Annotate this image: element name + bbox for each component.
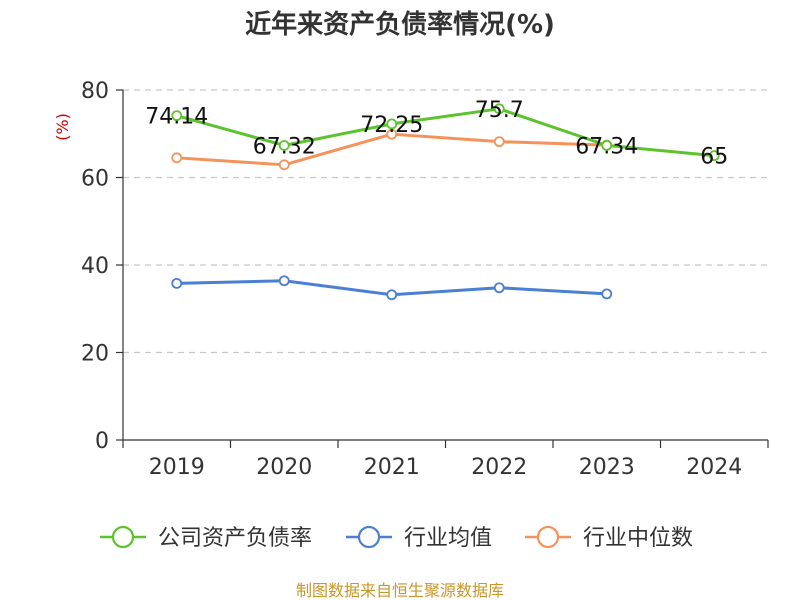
data-point [493, 282, 505, 294]
data-labels: 74.14 67.32 72.25 75.7 67.34 65 [145, 98, 728, 170]
data-label: 67.34 [575, 134, 638, 159]
data-point [171, 277, 183, 289]
series-1 [171, 103, 720, 162]
grid-lines [123, 89, 768, 354]
legend-label: 行业均值 [404, 526, 492, 551]
data-point [493, 103, 505, 115]
data-point [386, 289, 398, 301]
y-tick-label: 40 [81, 254, 109, 279]
x-tick-label: 2019 [149, 455, 205, 480]
data-label: 74.14 [145, 105, 208, 130]
x-tick-label: 2024 [686, 455, 742, 480]
x-tick-label: 2023 [579, 455, 635, 480]
data-point [601, 139, 613, 151]
data-point [601, 288, 613, 300]
y-tick-label: 60 [81, 167, 109, 192]
legend-swatch-marker [357, 525, 381, 549]
y-tick-label: 80 [81, 79, 109, 104]
y-tick-label: 20 [81, 342, 109, 367]
y-axis-label: (%) [53, 113, 72, 141]
data-point [171, 110, 183, 122]
data-point [278, 275, 290, 287]
data-label: 65 [700, 145, 728, 170]
data-point [278, 140, 290, 151]
data-point [493, 136, 505, 148]
series-lines [171, 103, 720, 301]
data-label: 75.7 [475, 98, 524, 123]
series-line [175, 107, 716, 158]
legend-item-3: 行业中位数 [525, 525, 693, 551]
y-tick-label: 0 [95, 429, 109, 454]
series-2 [171, 275, 613, 301]
data-point [708, 150, 720, 162]
source-note: 制图数据来自恒生聚源数据库 [296, 581, 504, 600]
data-point [386, 118, 398, 130]
x-tick-label: 2020 [256, 455, 312, 480]
legend-label: 行业中位数 [583, 526, 693, 551]
data-point [386, 128, 398, 140]
data-point [278, 159, 290, 171]
axes: 0 20 40 60 80 2019 2020 2021 2022 2023 2024 [81, 79, 769, 480]
legend-item-1: 公司资产负债率 [100, 525, 312, 551]
legend-swatch-marker [111, 525, 135, 549]
data-label: 67.32 [253, 134, 316, 159]
legend: 公司资产负债率 行业均值 行业中位数 [100, 525, 693, 551]
legend-item-2: 行业均值 [346, 525, 492, 551]
legend-label: 公司资产负债率 [158, 526, 312, 551]
legend-swatch-marker [536, 525, 560, 549]
chart-title: 近年来资产负债率情况(%) [245, 9, 555, 40]
data-label: 72.25 [360, 113, 423, 138]
x-tick-label: 2022 [471, 455, 527, 480]
x-tick-label: 2021 [364, 455, 420, 480]
data-point [171, 152, 183, 164]
